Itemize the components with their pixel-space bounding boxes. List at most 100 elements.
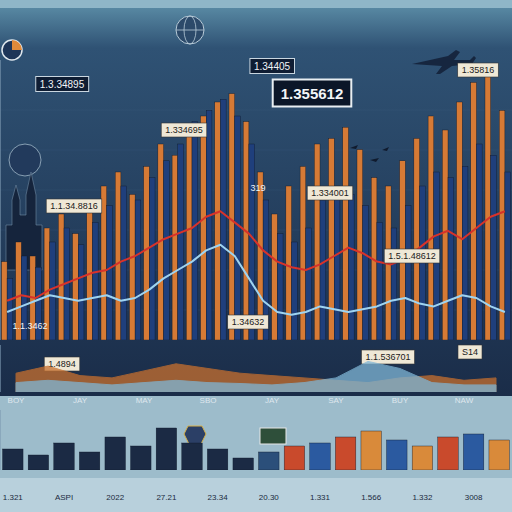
bar (377, 222, 383, 340)
bar (448, 178, 454, 340)
x-tick-label: SBO (200, 396, 217, 405)
bar (438, 437, 458, 470)
bar (485, 71, 491, 340)
bar (310, 443, 330, 470)
annotation-text: 1.34405 (254, 61, 291, 72)
bar (220, 99, 226, 340)
bar (131, 446, 151, 470)
bar (387, 440, 407, 470)
globe-icon (176, 16, 204, 44)
x-tick-label: ASPI (55, 493, 73, 502)
bar (491, 155, 497, 340)
bar (186, 133, 192, 340)
bar (471, 82, 477, 340)
bar (156, 428, 176, 470)
bar (259, 452, 279, 470)
bar (229, 94, 235, 340)
annotation-text: 1.355612 (281, 85, 344, 102)
annotation-text: 1.1.3462 (12, 321, 47, 331)
annotation-text: 1.34632 (232, 317, 265, 327)
x-tick-label: 1.331 (310, 493, 331, 502)
bird-icons (350, 145, 389, 162)
bar (249, 144, 255, 340)
bar (79, 452, 99, 470)
map-icon (9, 144, 41, 176)
bar (172, 155, 178, 340)
globe-icon (176, 30, 204, 31)
x-tick-label: 1.321 (3, 493, 24, 502)
background (0, 0, 512, 400)
bar (3, 449, 23, 470)
bar (54, 443, 74, 470)
x-tick-label: 27.21 (156, 493, 177, 502)
bar (489, 440, 509, 470)
plot-marks (1, 71, 510, 340)
annotation-box (250, 59, 295, 74)
logo-icon (2, 40, 22, 60)
bar (201, 116, 207, 340)
top-border (0, 0, 512, 8)
area (16, 361, 496, 392)
line (7, 245, 505, 315)
bar (363, 206, 369, 340)
bar (144, 166, 150, 340)
bar (178, 144, 184, 340)
x-tick-label: 1.332 (412, 493, 433, 502)
annotations: 1.3.348951.344051.3556121.358161.3346951… (12, 59, 498, 372)
bar (73, 234, 79, 340)
x-tick-label: JAY (73, 396, 88, 405)
y-axis-line (0, 60, 1, 340)
annotation-box (46, 199, 102, 213)
bar (107, 206, 113, 340)
bar (164, 161, 170, 340)
bar (272, 214, 278, 340)
bar (92, 222, 98, 340)
bar (28, 455, 48, 470)
bar (463, 434, 483, 470)
label-strip (0, 478, 512, 512)
bar (115, 172, 121, 340)
bar (412, 446, 432, 470)
lower-panel (0, 396, 512, 512)
x-tick-label: SAY (328, 396, 344, 405)
bar (414, 138, 420, 340)
bar (320, 200, 326, 340)
bar (284, 446, 304, 470)
annotation-box (458, 63, 499, 77)
bar (78, 245, 84, 340)
bar (314, 144, 320, 340)
plot-marks (3, 428, 510, 470)
bar (182, 443, 202, 470)
annotation-text: 319 (250, 183, 265, 193)
bar (391, 228, 397, 340)
annotation-box (228, 315, 269, 329)
bar (233, 458, 253, 470)
annotation-text: 1.1.34.8816 (50, 201, 98, 211)
chart-canvas: 1.3.348951.344051.3556121.358161.3346951… (0, 0, 512, 512)
bar (206, 110, 212, 340)
annotation-text: 1.3.34895 (40, 79, 85, 90)
bar (505, 172, 511, 340)
bar (129, 194, 135, 340)
bar (334, 186, 340, 340)
bar (442, 130, 448, 340)
bar (1, 262, 7, 340)
x-tick-label: 1.566 (361, 493, 382, 502)
annotation-box (458, 345, 482, 359)
decor-line (0, 110, 512, 111)
bar (357, 150, 363, 340)
annotation-text: 1.5.1.48612 (388, 251, 436, 261)
annotation-text: 1.35816 (462, 65, 495, 75)
bar (149, 178, 155, 340)
bar (286, 186, 292, 340)
logo-icon (12, 40, 22, 50)
annotation-box (273, 80, 352, 107)
bar (462, 166, 468, 340)
bar (277, 234, 283, 340)
bar (105, 437, 125, 470)
plot-marks (16, 361, 496, 392)
bar (457, 102, 463, 340)
bar (405, 206, 411, 340)
x-tick-label: 3008 (465, 493, 483, 502)
x-tick-label: JAY (265, 396, 280, 405)
